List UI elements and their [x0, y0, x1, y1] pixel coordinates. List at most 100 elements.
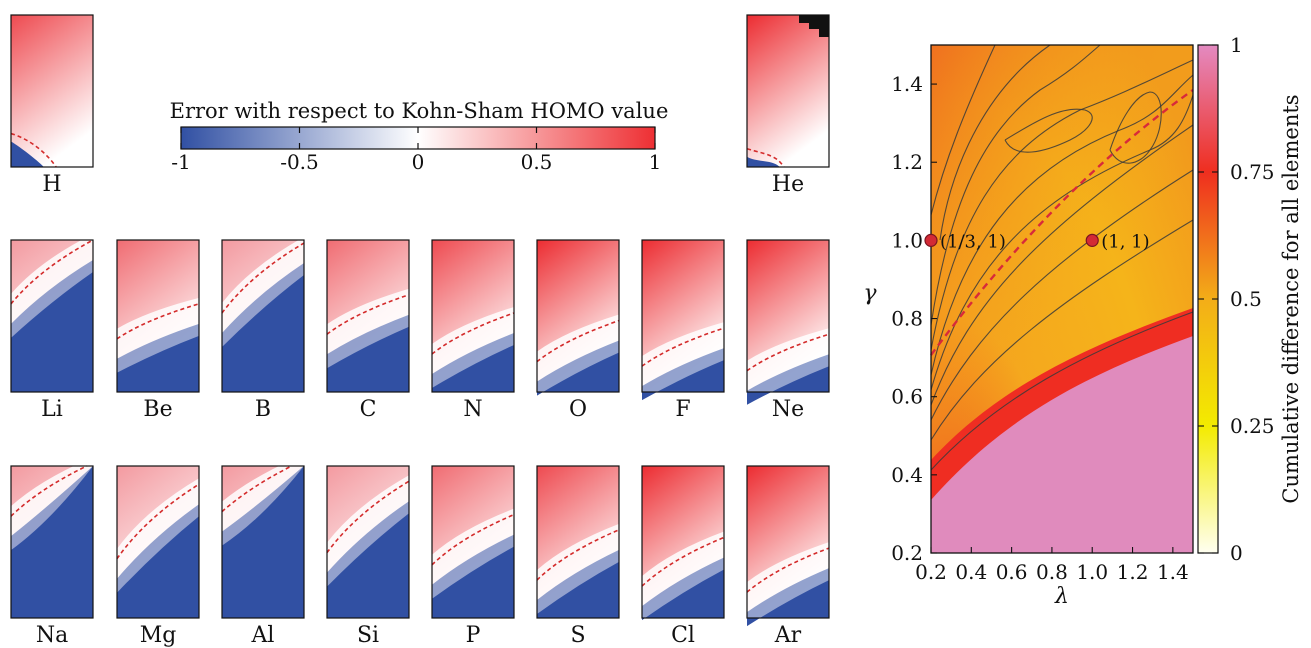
element-panel: B — [221, 237, 305, 422]
heat-colorbar-tick-label: 0.75 — [1230, 160, 1275, 184]
heatmap-points: (1/3, 1) (1, 1) — [924, 231, 1150, 252]
panel-boundary-line — [746, 147, 785, 168]
heat-colorbar-tick-label: 1 — [1230, 33, 1243, 57]
element-label: Si — [357, 623, 379, 648]
panel-negative-region — [222, 275, 304, 392]
panel-frame — [116, 239, 200, 393]
element-label: Cl — [671, 623, 695, 648]
contour-line — [1109, 91, 1162, 164]
panel-undefined-region — [799, 15, 829, 37]
element-label: S — [570, 623, 585, 648]
element-panel: Mg — [116, 465, 200, 648]
element-panel: N — [431, 239, 515, 422]
colorbar-tick-label: -1 — [171, 150, 190, 174]
element-label: P — [466, 623, 481, 648]
panel-negative-region — [747, 156, 780, 167]
panel-frame — [431, 465, 515, 619]
heat-colorbar-tick-label: 0.5 — [1230, 287, 1262, 311]
element-label: He — [772, 172, 804, 197]
heat-colorbar-tick-label: 0 — [1230, 541, 1243, 565]
panel-frame — [746, 239, 830, 393]
panel-negative-region — [327, 513, 409, 618]
y-axis-label: γ — [863, 281, 877, 306]
panel-frame — [326, 239, 410, 393]
element-panel: He — [746, 14, 830, 197]
x-tick-label: 0.6 — [996, 560, 1028, 584]
element-panel: P — [431, 465, 515, 648]
element-label: O — [569, 397, 587, 422]
panel-negative-region — [222, 466, 304, 618]
panel-negative-region — [432, 546, 514, 618]
panel-boundary-line — [116, 483, 200, 560]
x-tick-label: 1.4 — [1157, 560, 1189, 584]
panel-frame — [746, 14, 830, 168]
x-tick-label: 1.2 — [1117, 560, 1149, 584]
element-label: Li — [41, 397, 63, 422]
contour-line — [930, 311, 1194, 471]
panel-boundary-line — [536, 529, 620, 581]
contour-line — [930, 169, 1194, 421]
heatmap-axes: 0.2 0.4 0.6 0.8 1.0 1.2 1.4 0.2 0.4 0.6 0.8 1.0 1.2 1… — [891, 72, 1189, 584]
contour-line — [930, 44, 996, 216]
panel-negative-region — [642, 360, 724, 401]
y-tick-label: 0.2 — [891, 541, 923, 565]
panel-boundary-line — [536, 319, 620, 363]
panel-frame — [10, 14, 94, 168]
element-panel: C — [326, 239, 410, 422]
element-label: Ar — [774, 623, 802, 648]
panel-negative-region — [117, 335, 199, 392]
optimal-boundary-line — [930, 89, 1194, 356]
panel-boundary-line — [746, 333, 830, 372]
panel-negative-region — [432, 344, 514, 392]
panel-negative-region — [747, 580, 829, 627]
element-panel: Be — [116, 239, 200, 422]
element-panel: Ne — [746, 239, 830, 422]
panel-frame — [641, 465, 725, 619]
panel-frame — [536, 239, 620, 393]
contour-line — [939, 44, 1051, 241]
element-label: H — [42, 172, 61, 197]
panel-boundary-line — [326, 293, 410, 335]
panel-negative-region — [747, 366, 829, 405]
element-label: B — [255, 397, 271, 422]
panel-boundary-line — [746, 547, 830, 593]
panel-boundary-line — [116, 303, 200, 340]
y-tick-label: 0.6 — [891, 385, 923, 409]
contour-line — [930, 124, 1194, 406]
x-tick-label: 0.4 — [955, 560, 987, 584]
contour-line — [930, 219, 1194, 441]
panel-negative-region — [537, 561, 619, 618]
y-tick-label: 0.8 — [891, 307, 923, 331]
element-panel: Ar — [746, 465, 830, 648]
optimal-point-label: (1/3, 1) — [940, 231, 1006, 252]
colorbar-title: Error with respect to Kohn-Sham HOMO val… — [170, 99, 669, 123]
panel-frame — [10, 465, 94, 619]
panel-negative-region — [117, 516, 199, 618]
panel-boundary-line — [641, 327, 725, 367]
contour-line — [1004, 108, 1093, 153]
colorbar-tick-label: -0.5 — [280, 150, 319, 174]
element-panel: H — [10, 14, 94, 197]
panel-negative-region — [11, 272, 93, 392]
colorbar-tick-label: 1 — [649, 150, 662, 174]
element-panel: Cl — [641, 465, 725, 648]
panel-boundary-line — [326, 480, 410, 554]
element-panel: Si — [326, 465, 410, 648]
element-panel: S — [536, 465, 620, 648]
contour-line — [930, 59, 1194, 351]
panel-positive-region — [747, 15, 829, 167]
panel-boundary-line — [10, 239, 94, 305]
element-label: F — [675, 397, 690, 422]
contour-line — [930, 74, 1194, 376]
optimal-point-label: (1, 1) — [1101, 231, 1149, 252]
panel-frame — [746, 465, 830, 619]
element-label: N — [463, 397, 482, 422]
element-label: Ne — [772, 397, 804, 422]
heat-colorbar: 0 0.25 0.5 0.75 1 Cumulative difference for … — [1197, 33, 1303, 565]
panel-boundary-line — [10, 132, 57, 168]
element-panel: O — [536, 239, 620, 422]
contour-line — [930, 94, 1194, 391]
heatmap-pink-region — [931, 336, 1193, 553]
heat-colorbar-label: Cumulative difference for all elements — [1279, 94, 1303, 503]
contour-line — [930, 44, 1101, 326]
